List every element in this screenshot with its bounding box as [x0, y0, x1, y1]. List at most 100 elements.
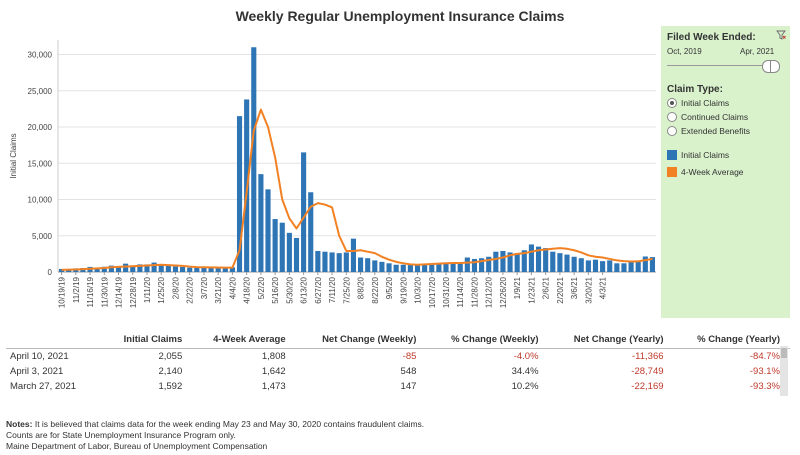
table-cell: 1,642: [261, 366, 286, 377]
table-cell: April 3, 2021: [10, 366, 64, 377]
bar: [642, 256, 648, 272]
column-header: [6, 331, 107, 349]
bar: [429, 264, 435, 272]
legend-initial-claims[interactable]: Initial Claims: [667, 150, 729, 160]
bar: [386, 263, 392, 272]
x-tick-label: 4/18/20: [243, 276, 252, 303]
table-cell: 1,473: [261, 381, 286, 392]
table-scrollbar[interactable]: [780, 346, 788, 396]
y-tick-label: 10,000: [28, 196, 53, 205]
bar: [115, 266, 122, 272]
bar: [322, 251, 328, 272]
x-tick-label: 2/8/20: [172, 276, 181, 299]
bar: [329, 252, 335, 272]
y-tick-label: 0: [48, 268, 53, 277]
x-tick-label: 1/23/21: [527, 276, 536, 303]
radio-initial-claims[interactable]: Initial Claims: [667, 98, 729, 108]
notes-line-3: Maine Department of Labor, Bureau of Une…: [6, 441, 268, 451]
bar: [236, 116, 243, 273]
chart-title: Weekly Regular Unemployment Insurance Cl…: [235, 8, 565, 24]
bar: [158, 264, 164, 272]
column-header: Initial Claims: [106, 331, 193, 349]
bar: [187, 267, 193, 272]
bar: [550, 251, 556, 272]
x-tick-label: 6/27/20: [314, 276, 323, 303]
x-tick-label: 3/7/20: [200, 276, 209, 299]
table-cell: -4.0%: [513, 351, 539, 362]
x-tick-label: 5/16/20: [271, 276, 280, 303]
bar: [450, 262, 456, 272]
table-cell: 2,055: [158, 351, 183, 362]
bar: [528, 244, 534, 272]
x-tick-label: 2/6/21: [542, 276, 551, 299]
x-tick-label: 11/16/19: [86, 276, 95, 307]
bar: [507, 252, 513, 272]
radio-label: Extended Benefits: [681, 126, 750, 136]
table-cell: 34.4%: [511, 366, 539, 377]
bar: [422, 264, 428, 272]
x-tick-label: 10/3/20: [414, 276, 423, 303]
x-tick-label: 7/25/20: [342, 276, 351, 303]
column-header: % Change (Yearly): [673, 331, 790, 349]
bar: [315, 250, 321, 272]
date-range-track[interactable]: [667, 65, 772, 66]
table-cell: -84.7%: [749, 351, 780, 362]
column-header: % Change (Weekly): [426, 331, 549, 349]
bar: [343, 252, 349, 272]
filter-clear-icon[interactable]: [776, 30, 786, 40]
bar: [144, 264, 150, 272]
x-tick-label: 10/17/20: [428, 276, 437, 308]
radio-unselected-icon: [667, 112, 677, 122]
radio-extended-benefits[interactable]: Extended Benefits: [667, 126, 750, 136]
bar: [464, 257, 470, 272]
bar: [471, 258, 478, 272]
notes-line-2: Counts are for State Unemployment Insura…: [6, 430, 236, 440]
bar: [301, 152, 307, 273]
table-cell: 10.2%: [511, 381, 539, 392]
notes: Notes: It is believed that claims data f…: [6, 419, 424, 452]
legend-label: 4-Week Average: [681, 167, 744, 177]
table-row[interactable]: April 3, 2021 2,140 1,642 548 34.4% -28,…: [6, 364, 790, 379]
bar: [379, 261, 385, 272]
x-tick-label: 10/31/20: [442, 276, 451, 308]
table-cell: April 10, 2021: [10, 351, 69, 362]
table-row[interactable]: March 27, 2021 1,592 1,473 147 10.2% -22…: [6, 379, 790, 394]
bar: [393, 264, 399, 272]
bar: [635, 260, 641, 272]
x-tick-label: 11/2/19: [72, 276, 81, 303]
date-range-handle[interactable]: [762, 60, 780, 73]
table-row[interactable]: April 10, 2021 2,055 1,808 -85 -4.0% -11…: [6, 349, 790, 365]
range-start-label: Oct, 2019: [667, 47, 702, 56]
bar: [543, 248, 549, 272]
table-cell: 548: [400, 366, 417, 377]
y-axis-label: Initial Claims: [9, 133, 18, 178]
legend-4-week-average[interactable]: 4-Week Average: [667, 167, 744, 177]
table-cell: -93.1%: [749, 366, 780, 377]
bar: [365, 258, 371, 272]
bar: [578, 258, 584, 272]
bar: [600, 261, 606, 273]
bar: [151, 262, 157, 272]
bar: [350, 238, 357, 272]
bar: [407, 264, 413, 272]
radio-continued-claims[interactable]: Continued Claims: [667, 112, 748, 122]
bar: [649, 257, 656, 272]
x-tick-label: 4/3/21: [599, 276, 608, 299]
summary-table: Initial Claims 4-Week Average Net Change…: [6, 331, 790, 394]
bar: [208, 266, 214, 272]
scrollbar-thumb[interactable]: [781, 348, 787, 358]
average-line: [61, 108, 653, 271]
bar: [229, 267, 235, 272]
table-cell: -11,366: [632, 351, 664, 362]
x-tick-label: 12/26/20: [499, 276, 508, 308]
bar: [222, 267, 228, 272]
bar: [436, 263, 442, 272]
bar: [614, 263, 620, 272]
x-tick-label: 3/6/21: [570, 276, 579, 299]
x-tick-label: 5/30/20: [285, 276, 294, 303]
table-cell: -22,169: [631, 381, 664, 392]
x-tick-label: 12/14/19: [115, 276, 124, 308]
bar: [372, 260, 378, 272]
bar: [279, 222, 285, 272]
notes-line-1: It is believed that claims data for the …: [34, 419, 425, 429]
